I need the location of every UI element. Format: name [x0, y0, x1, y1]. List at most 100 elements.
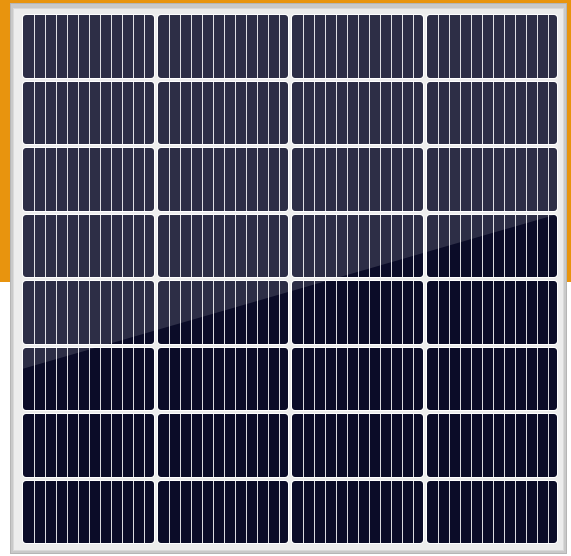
cell-finger-line: [122, 148, 124, 211]
cell-finger-line: [380, 15, 382, 78]
cell-finger-line: [278, 414, 280, 477]
cell-finger-line: [481, 214, 483, 277]
cell-finger-line: [78, 480, 80, 543]
solar-cell: [425, 14, 558, 79]
cell-finger-line: [256, 15, 258, 78]
solar-cell: [291, 413, 424, 478]
cell-finger-line: [223, 214, 225, 277]
solar-cell: [291, 213, 424, 278]
cell-finger-line: [448, 15, 450, 78]
cell-finger-line: [402, 15, 404, 78]
cell-finger-line: [347, 414, 349, 477]
cell-finger-line: [413, 15, 415, 78]
cell-finger-line: [437, 281, 439, 344]
cell-finger-line: [369, 414, 371, 477]
cell-finger-line: [267, 214, 269, 277]
cell-finger-line: [256, 81, 258, 144]
cell-finger-line: [347, 15, 349, 78]
cell-finger-line: [245, 414, 247, 477]
cell-finger-line: [448, 480, 450, 543]
cell-finger-line: [234, 347, 236, 410]
cell-finger-line: [56, 347, 58, 410]
cell-finger-line: [179, 81, 181, 144]
cell-finger-line: [278, 81, 280, 144]
solar-cell: [22, 413, 155, 478]
cell-finger-line: [314, 148, 316, 211]
cell-finger-line: [402, 480, 404, 543]
cell-finger-line: [314, 81, 316, 144]
solar-cell: [156, 213, 289, 278]
solar-cell: [425, 80, 558, 145]
cell-finger-line: [402, 414, 404, 477]
cell-finger-line: [303, 281, 305, 344]
cell-finger-line: [100, 281, 102, 344]
cell-finger-line: [201, 347, 203, 410]
cell-finger-line: [358, 281, 360, 344]
cell-finger-line: [56, 81, 58, 144]
cell-finger-line: [179, 414, 181, 477]
cell-finger-line: [267, 414, 269, 477]
cell-finger-line: [325, 480, 327, 543]
cell-finger-line: [212, 414, 214, 477]
cell-finger-line: [303, 414, 305, 477]
cell-finger-line: [45, 480, 47, 543]
cell-finger-line: [256, 148, 258, 211]
cell-finger-line: [347, 148, 349, 211]
cell-finger-line: [358, 15, 360, 78]
cell-finger-line: [100, 15, 102, 78]
cell-finger-line: [413, 347, 415, 410]
cell-finger-line: [514, 281, 516, 344]
cell-finger-line: [144, 347, 146, 410]
cell-finger-line: [525, 281, 527, 344]
cell-finger-line: [325, 148, 327, 211]
cell-finger-line: [212, 81, 214, 144]
cell-finger-line: [492, 480, 494, 543]
solar-cell: [291, 80, 424, 145]
cell-finger-line: [347, 281, 349, 344]
cell-finger-line: [437, 214, 439, 277]
cell-finger-line: [481, 148, 483, 211]
solar-cell: [22, 147, 155, 212]
cell-finger-line: [34, 15, 36, 78]
cell-finger-line: [223, 15, 225, 78]
cell-finger-line: [413, 214, 415, 277]
cell-finger-line: [67, 347, 69, 410]
cell-finger-line: [481, 81, 483, 144]
cell-finger-line: [111, 281, 113, 344]
cell-finger-line: [481, 414, 483, 477]
cell-finger-line: [133, 347, 135, 410]
cell-finger-line: [380, 81, 382, 144]
cell-finger-line: [256, 347, 258, 410]
solar-cell: [425, 147, 558, 212]
cell-finger-line: [470, 214, 472, 277]
cell-finger-line: [190, 347, 192, 410]
cell-finger-line: [437, 414, 439, 477]
cell-finger-line: [122, 347, 124, 410]
cell-finger-line: [358, 81, 360, 144]
cell-finger-line: [111, 148, 113, 211]
cell-finger-line: [89, 414, 91, 477]
cell-finger-line: [459, 214, 461, 277]
cell-finger-line: [78, 347, 80, 410]
cell-finger-line: [470, 281, 472, 344]
cell-finger-line: [179, 281, 181, 344]
cell-finger-line: [380, 148, 382, 211]
cell-finger-line: [402, 214, 404, 277]
cell-finger-line: [67, 414, 69, 477]
cell-finger-line: [168, 15, 170, 78]
cell-finger-line: [437, 81, 439, 144]
cell-finger-line: [459, 281, 461, 344]
cell-finger-line: [547, 81, 549, 144]
cell-finger-line: [459, 480, 461, 543]
cell-finger-line: [314, 15, 316, 78]
cell-finger-line: [402, 281, 404, 344]
cell-finger-line: [492, 15, 494, 78]
cell-finger-line: [358, 480, 360, 543]
cell-finger-line: [144, 81, 146, 144]
solar-cell: [425, 346, 558, 411]
cell-finger-line: [525, 148, 527, 211]
cell-finger-line: [325, 15, 327, 78]
cell-finger-line: [336, 148, 338, 211]
cell-finger-line: [314, 347, 316, 410]
cell-finger-line: [303, 480, 305, 543]
